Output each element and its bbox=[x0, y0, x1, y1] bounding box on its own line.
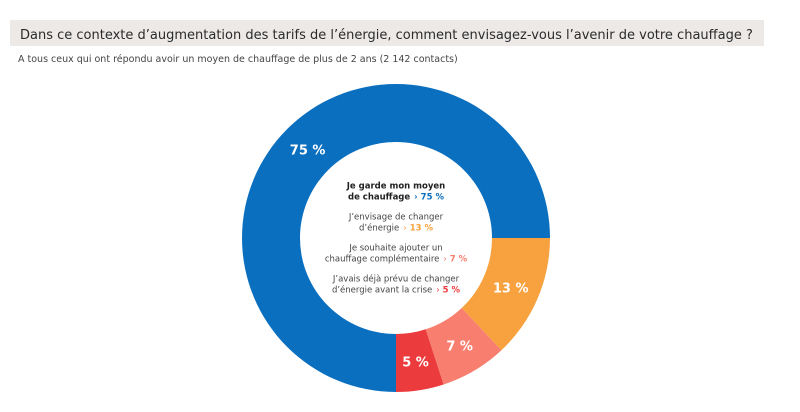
slice-data-label: 5 % bbox=[402, 355, 429, 370]
donut-slice bbox=[242, 84, 550, 392]
legend-entry: Je garde mon moyen de chauffage › 75 % bbox=[346, 182, 445, 203]
legend-arrow: › bbox=[443, 255, 446, 265]
slice-data-label: 13 % bbox=[493, 282, 529, 297]
legend-value: 7 % bbox=[450, 255, 468, 265]
legend-line: de chauffage bbox=[348, 193, 410, 203]
legend-arrow: › bbox=[436, 286, 439, 296]
legend-line: d’énergie avant la crise bbox=[332, 285, 432, 296]
question-title: Dans ce contexte d’augmentation des tari… bbox=[20, 28, 753, 43]
legend-line: d’énergie bbox=[359, 223, 399, 234]
legend-value: 75 % bbox=[421, 193, 445, 203]
legend-arrow: › bbox=[403, 224, 406, 234]
legend-entry: Je souhaite ajouter un chauffage compléme… bbox=[325, 244, 468, 265]
legend-arrow: › bbox=[414, 193, 418, 203]
legend-line: Je garde mon moyen bbox=[346, 182, 445, 192]
slice-data-label: 75 % bbox=[290, 144, 326, 159]
donut-slice bbox=[425, 307, 502, 385]
respondents-subtitle: A tous ceux qui ont répondu avoir un moy… bbox=[18, 54, 458, 65]
legend-value: 13 % bbox=[410, 224, 434, 234]
legend-line: Je souhaite ajouter un bbox=[348, 244, 442, 254]
legend-value: 5 % bbox=[443, 286, 461, 296]
legend-line: J’avais déjà prévu de changer bbox=[332, 274, 460, 285]
slice-data-label: 7 % bbox=[446, 340, 473, 355]
question-title-bar: Dans ce contexte d’augmentation des tari… bbox=[10, 20, 764, 46]
legend-line: J’envisage de changer bbox=[348, 213, 444, 223]
legend-line: chauffage complémentaire bbox=[325, 254, 440, 265]
legend-entry: J’envisage de changer d’énergie › 13 % bbox=[348, 213, 444, 234]
donut-slice bbox=[461, 238, 550, 351]
donut-slice bbox=[396, 329, 444, 392]
legend-entry: J’avais déjà prévu de changer d’énergie a… bbox=[332, 274, 461, 296]
